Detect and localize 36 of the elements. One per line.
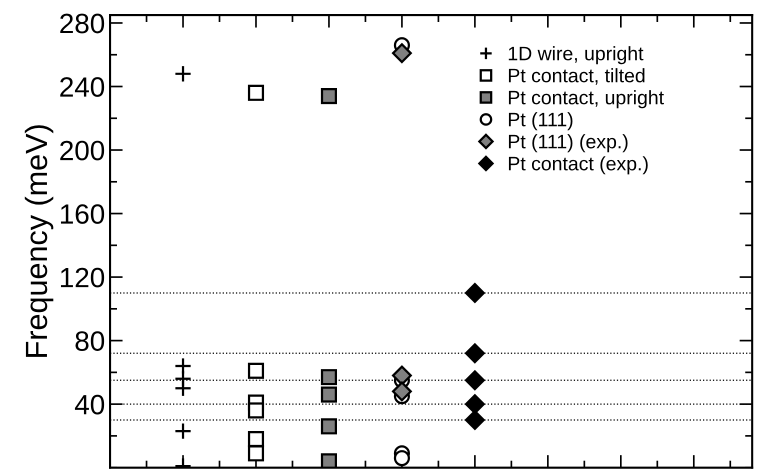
point: [248, 362, 264, 379]
point: [464, 370, 485, 390]
y-axis-title: Frequency (meV): [24, 125, 54, 357]
y-tick-label: 80: [76, 331, 104, 351]
legend-label: Pt contact (exp.): [508, 156, 648, 174]
point: [174, 65, 192, 83]
point: [464, 343, 485, 364]
point: [248, 402, 264, 419]
y-tick-label: 160: [60, 204, 104, 224]
legend-label: Pt (111): [508, 112, 572, 130]
point: [464, 394, 485, 414]
point: [320, 386, 338, 403]
legend-label: Pt contact, upright: [508, 90, 664, 108]
point: [392, 43, 412, 64]
legend-label: 1D wire, upright: [508, 46, 644, 64]
point: [392, 381, 412, 402]
y-tick-label: 280: [60, 14, 104, 34]
point: [248, 445, 264, 462]
point: [320, 418, 338, 434]
y-tick-label: 40: [74, 394, 104, 414]
point: [394, 450, 410, 466]
legend-label: Pt (111) (exp.): [508, 134, 628, 152]
point: [174, 379, 192, 397]
point: [248, 84, 264, 101]
point: [320, 453, 338, 468]
point: [320, 88, 338, 104]
point: [320, 369, 338, 386]
y-tick-label: 240: [60, 77, 104, 97]
y-tick-label: 120: [60, 268, 104, 288]
point: [248, 431, 264, 448]
legend-label: Pt contact, tilted: [508, 68, 644, 85]
point: [174, 422, 192, 440]
point: [464, 283, 485, 303]
point: [464, 410, 485, 430]
point: [392, 366, 412, 386]
y-tick-label: 200: [60, 140, 104, 160]
